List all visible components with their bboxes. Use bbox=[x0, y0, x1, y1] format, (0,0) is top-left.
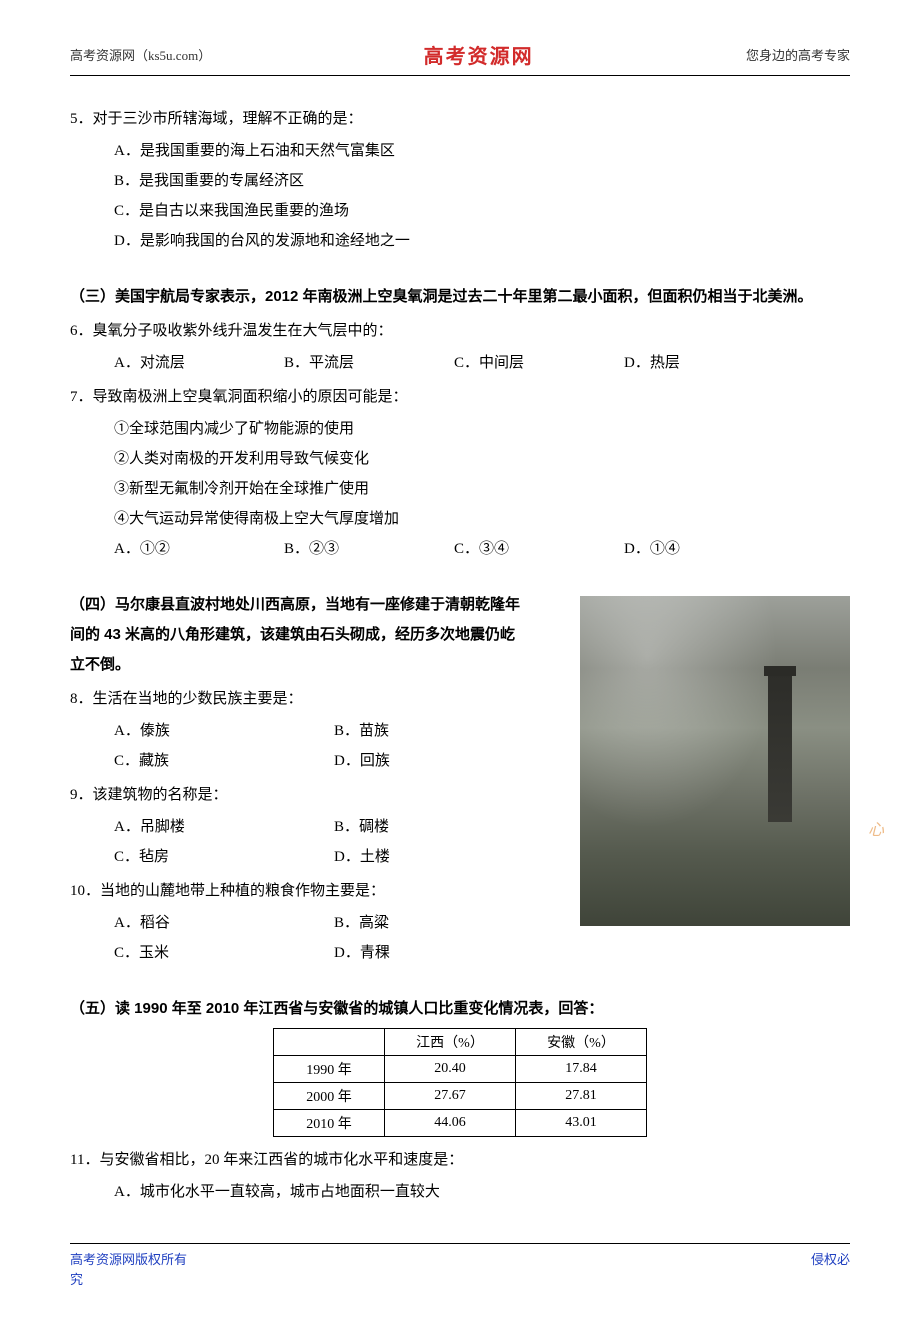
page-footer: 高考资源网版权所有 究 侵权必 bbox=[70, 1243, 850, 1289]
section-4-wrap: （四）马尔康县直波村地处川西高原，当地有一座修建于清朝乾隆年间的 43 米高的八… bbox=[70, 590, 850, 968]
table-cell-jx: 44.06 bbox=[385, 1110, 516, 1137]
q5-opt-b: B．是我国重要的专属经济区 bbox=[114, 166, 850, 196]
q5-opt-c: C．是自古以来我国渔民重要的渔场 bbox=[114, 196, 850, 226]
q8-row2: C．藏族 D．回族 bbox=[70, 746, 562, 776]
page-header: 高考资源网（ks5u.com） 高考资源网 您身边的高考专家 bbox=[70, 40, 850, 69]
watermark-icon: 心 bbox=[868, 816, 884, 840]
q10-opt-b: B．高粱 bbox=[334, 908, 554, 938]
q7-options: A．①② B．②③ C．③④ D．①④ bbox=[70, 534, 850, 564]
q8-opt-a: A．傣族 bbox=[114, 716, 334, 746]
q8-opt-b: B．苗族 bbox=[334, 716, 554, 746]
table-cell-jx: 20.40 bbox=[385, 1056, 516, 1083]
q6-opt-a: A．对流层 bbox=[114, 348, 284, 378]
q10-opt-d: D．青稞 bbox=[334, 938, 554, 968]
table-row: 2010 年 44.06 43.01 bbox=[274, 1110, 647, 1137]
q9-opt-d: D．土楼 bbox=[334, 842, 554, 872]
page: 高考资源网（ks5u.com） 高考资源网 您身边的高考专家 5．对于三沙市所辖… bbox=[0, 0, 920, 1319]
q5-opt-a: A．是我国重要的海上石油和天然气富集区 bbox=[114, 136, 850, 166]
footer-left: 高考资源网版权所有 究 bbox=[70, 1250, 230, 1289]
q6-options: A．对流层 B．平流层 C．中间层 D．热层 bbox=[70, 348, 850, 378]
q6-stem: 6．臭氧分子吸收紫外线升温发生在大气层中的： bbox=[70, 316, 850, 346]
q10-row1: A．稻谷 B．高粱 bbox=[70, 908, 562, 938]
q9-opt-b: B．碉楼 bbox=[334, 812, 554, 842]
table-cell-year: 2000 年 bbox=[274, 1083, 385, 1110]
q10-opt-c: C．玉米 bbox=[114, 938, 334, 968]
q7-line2: ②人类对南极的开发利用导致气候变化 bbox=[70, 444, 850, 474]
q7-opt-c: C．③④ bbox=[454, 534, 624, 564]
population-table: 江西（%） 安徽（%） 1990 年 20.40 17.84 2000 年 27… bbox=[273, 1028, 647, 1137]
q10-opt-a: A．稻谷 bbox=[114, 908, 334, 938]
header-center-logo: 高考资源网 bbox=[424, 40, 534, 69]
table-head-jx: 江西（%） bbox=[385, 1029, 516, 1056]
q5-opt-d: D．是影响我国的台风的发源地和途经地之一 bbox=[114, 226, 850, 256]
q9-row2: C．毡房 D．土楼 bbox=[70, 842, 562, 872]
q9-opt-c: C．毡房 bbox=[114, 842, 334, 872]
q7-stem: 7．导致南极洲上空臭氧洞面积缩小的原因可能是： bbox=[70, 382, 850, 412]
q8-row1: A．傣族 B．苗族 bbox=[70, 716, 562, 746]
q9-row1: A．吊脚楼 B．碉楼 bbox=[70, 812, 562, 842]
q9-opt-a: A．吊脚楼 bbox=[114, 812, 334, 842]
q8-opt-c: C．藏族 bbox=[114, 746, 334, 776]
q7-opt-b: B．②③ bbox=[284, 534, 454, 564]
header-right: 您身边的高考专家 bbox=[746, 45, 850, 64]
q7-line3: ③新型无氟制冷剂开始在全球推广使用 bbox=[70, 474, 850, 504]
q11-stem: 11．与安徽省相比，20 年来江西省的城市化水平和速度是： bbox=[70, 1145, 850, 1175]
q5-options: A．是我国重要的海上石油和天然气富集区 B．是我国重要的专属经济区 C．是自古以… bbox=[70, 136, 850, 256]
q7-line4: ④大气运动异常使得南极上空大气厚度增加 bbox=[70, 504, 850, 534]
table-cell-ah: 27.81 bbox=[516, 1083, 647, 1110]
q6-opt-b: B．平流层 bbox=[284, 348, 454, 378]
tower-shape bbox=[768, 674, 792, 822]
q7-line1: ①全球范围内减少了矿物能源的使用 bbox=[70, 414, 850, 444]
table-cell-year: 1990 年 bbox=[274, 1056, 385, 1083]
q5-stem: 5．对于三沙市所辖海域，理解不正确的是： bbox=[70, 104, 850, 134]
section-3-title: （三）美国宇航局专家表示，2012 年南极洲上空臭氧洞是过去二十年里第二最小面积… bbox=[70, 282, 850, 312]
q6-opt-d: D．热层 bbox=[624, 348, 794, 378]
q8-opt-d: D．回族 bbox=[334, 746, 554, 776]
footer-right: 侵权必 bbox=[790, 1250, 850, 1289]
table-head-ah: 安徽（%） bbox=[516, 1029, 647, 1056]
table-cell-ah: 43.01 bbox=[516, 1110, 647, 1137]
q11-opt-a: A．城市化水平一直较高，城市占地面积一直较大 bbox=[114, 1177, 850, 1207]
table-head-row: 江西（%） 安徽（%） bbox=[274, 1029, 647, 1056]
section-4-title: （四）马尔康县直波村地处川西高原，当地有一座修建于清朝乾隆年间的 43 米高的八… bbox=[70, 590, 520, 680]
header-left: 高考资源网（ks5u.com） bbox=[70, 45, 211, 64]
table-row: 2000 年 27.67 27.81 bbox=[274, 1083, 647, 1110]
table-cell-year: 2010 年 bbox=[274, 1110, 385, 1137]
header-divider bbox=[70, 75, 850, 76]
q6-opt-c: C．中间层 bbox=[454, 348, 624, 378]
q7-opt-d: D．①④ bbox=[624, 534, 794, 564]
q7-opt-a: A．①② bbox=[114, 534, 284, 564]
section-5-title: （五）读 1990 年至 2010 年江西省与安徽省的城镇人口比重变化情况表，回… bbox=[70, 994, 850, 1024]
q10-row2: C．玉米 D．青稞 bbox=[70, 938, 850, 968]
table-cell-jx: 27.67 bbox=[385, 1083, 516, 1110]
table-cell-ah: 17.84 bbox=[516, 1056, 647, 1083]
table-row: 1990 年 20.40 17.84 bbox=[274, 1056, 647, 1083]
tower-photo bbox=[580, 596, 850, 926]
q11-options: A．城市化水平一直较高，城市占地面积一直较大 bbox=[70, 1177, 850, 1207]
table-head-blank bbox=[274, 1029, 385, 1056]
